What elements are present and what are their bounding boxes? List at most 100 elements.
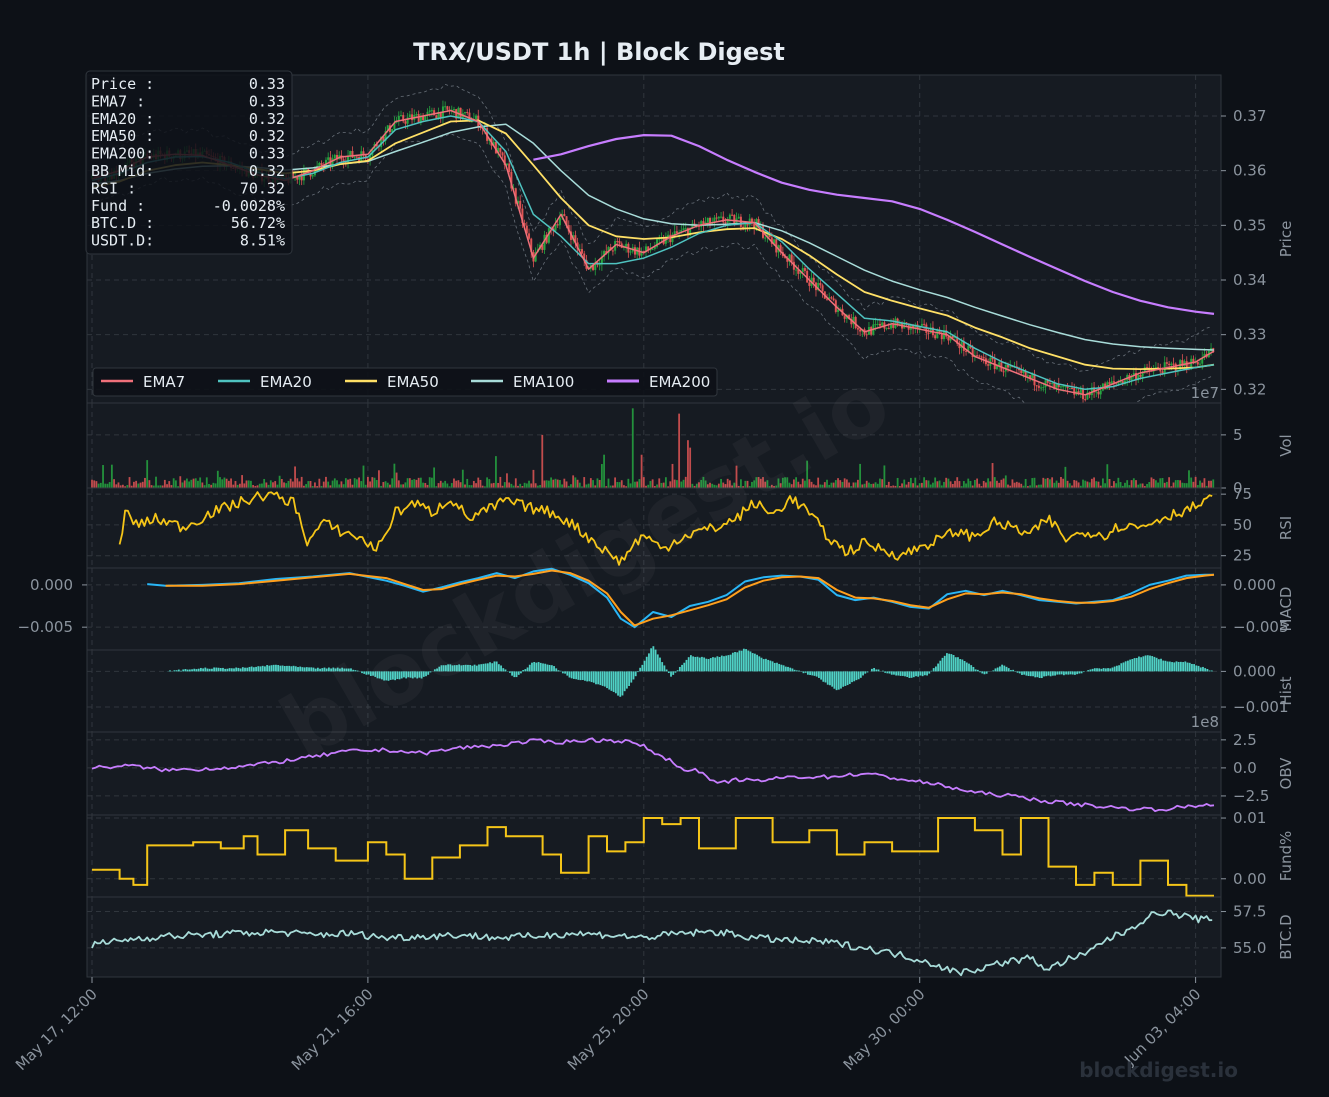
hist-bar [963,661,966,672]
volume-bar [455,480,458,488]
hist-bar [266,665,269,672]
volume-bar [918,483,921,488]
hist-bar [241,667,244,672]
hist-bar [606,671,608,689]
info-label: USDT.D: [91,232,154,250]
hist-bar [1016,671,1019,673]
hist-bar [1129,659,1132,672]
volume-bar [733,482,736,488]
candle-body [497,147,500,154]
hist-bar [1171,662,1173,672]
volume-bar [358,477,360,488]
candle-body [962,341,965,351]
hist-bar [422,671,425,677]
hist-bar [1193,664,1196,672]
candle-body [819,282,822,286]
volume-bar [1007,484,1009,488]
volume-bar [397,480,400,488]
hist-bar [323,667,326,672]
candle-body [1192,358,1195,364]
candle-body [1119,381,1122,383]
hist-bar [1210,670,1213,672]
legend-label: EMA50 [387,373,439,391]
hist-bar [414,671,416,678]
hist-bar [742,648,745,672]
hist-bar [1149,655,1151,672]
hist-bar [206,668,209,672]
candle-body [920,323,923,326]
hist-bar [281,665,284,672]
candle-body [510,172,513,189]
hist-bar [1034,671,1037,678]
volume-bar [1210,480,1212,488]
volume-bar [797,481,800,488]
candle-body [393,122,396,129]
candle-body [342,159,345,163]
volume-bar [751,481,753,488]
candle-body [803,268,806,271]
volume-bar [709,482,711,488]
volume-bar [536,485,539,488]
volume-bar [985,482,987,488]
hist-bar [511,671,514,676]
hist-bar [648,653,650,672]
hist-bar [946,653,948,672]
hist-bar [1056,671,1059,675]
volume-bar [442,482,444,488]
volume-bar [971,485,974,488]
volume-bar [342,484,345,488]
hist-bar [1060,671,1063,675]
hist-bar [350,668,352,672]
volume-bar [130,485,133,488]
candle-body [543,234,546,250]
hist-bar [575,671,578,680]
volume-bar [298,481,301,488]
candle-body [1062,386,1065,388]
y-tick-label: 55.0 [1233,939,1266,957]
volume-bar [848,482,850,488]
volume-bar [1051,477,1054,488]
candle-body [523,222,526,226]
candle-body [545,234,548,243]
legend-label: EMA20 [260,373,312,391]
volume-bar [1106,464,1109,488]
volume-bar [1190,477,1193,488]
hist-bar [385,671,388,681]
hist-bar [595,671,597,685]
hist-bar [842,671,845,687]
candle-body [728,214,731,219]
volume-bar [673,479,676,488]
hist-bar [259,666,262,672]
candle-body [519,200,522,209]
volume-bar [642,477,645,488]
hist-bar [367,671,370,675]
volume-bar [943,481,945,488]
hist-bar [840,671,842,689]
candle-body [890,324,893,329]
hist-bar [639,667,642,672]
hist-bar [972,666,975,672]
volume-bar [219,477,221,488]
volume-bar [435,486,438,488]
hist-bar [1021,671,1023,675]
hist-bar [1157,659,1160,672]
hist-bar [1155,657,1158,672]
hist-bar [687,657,690,672]
hist-bar [701,656,703,672]
hist-bar [811,671,814,676]
volume-bar [898,486,901,488]
hist-bar [400,671,403,679]
volume-bar [762,477,764,488]
candle-body [402,115,405,122]
hist-bar [1063,671,1065,676]
volume-bar [369,481,372,488]
volume-bar [1000,479,1003,488]
y-tick-label: 2.5 [1233,731,1257,749]
hist-bar [897,671,900,676]
volume-bar [764,481,767,488]
info-label: RSI : [91,179,136,197]
candle-body [797,269,800,274]
volume-bar [969,480,972,488]
candle-body [1146,367,1149,369]
hist-bar [601,671,604,686]
